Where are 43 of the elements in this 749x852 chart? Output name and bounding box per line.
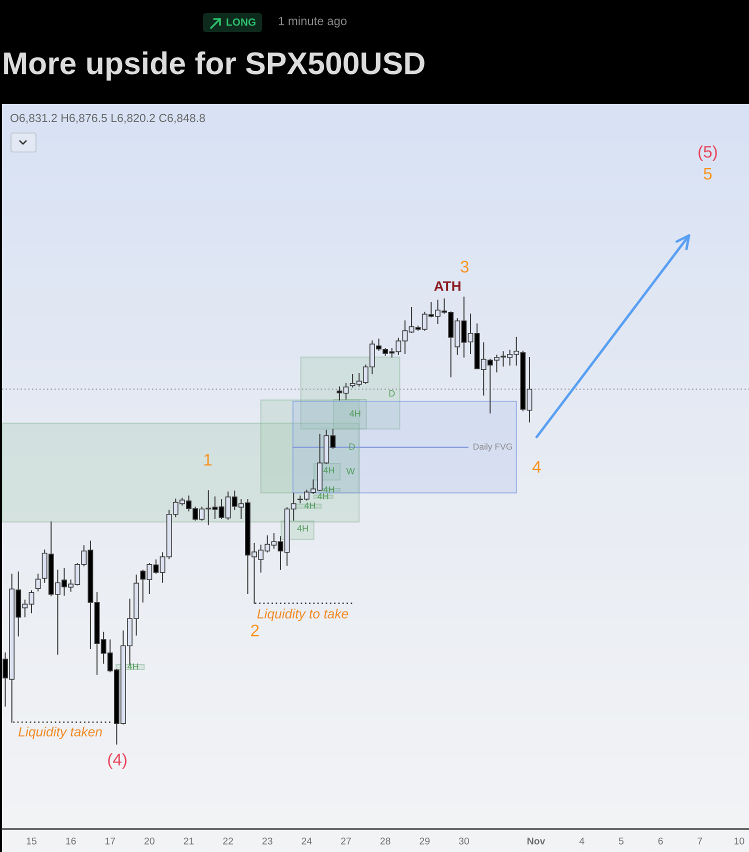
- chart-title: More upside for SPX500USD: [4, 51, 424, 81]
- x-tick-label: 27: [341, 838, 351, 844]
- text: ATH: [434, 281, 460, 291]
- x-tick-label: 23: [262, 838, 272, 844]
- annotation: 1: [204, 454, 212, 466]
- annotation: D: [389, 390, 395, 396]
- x-tick-label: 28: [380, 838, 390, 844]
- text: 5: [704, 168, 712, 180]
- x-tick-label: 15: [26, 838, 36, 844]
- text: LONG: [226, 18, 256, 26]
- x-tick-label: 20: [144, 838, 154, 844]
- text: (4): [108, 753, 126, 769]
- x-tick-label: 4: [579, 838, 584, 844]
- x-tick-label: 5: [618, 838, 624, 844]
- annotation: D: [349, 443, 355, 450]
- x-tick-label: 6: [658, 838, 663, 844]
- text: 3: [460, 260, 469, 273]
- text: O6,831.2 H6,876.5 L6,820.2 C6,848.8: [10, 114, 205, 124]
- annotation: W: [346, 468, 355, 474]
- x-tick-label: 22: [223, 838, 233, 844]
- x-tick-label: 30: [458, 838, 469, 844]
- text: 1 minute ago: [278, 16, 347, 28]
- x-tick-label: 7: [698, 838, 702, 844]
- x-tick-label: Nov: [528, 838, 546, 844]
- annotation: Daily FVG: [474, 443, 512, 452]
- annotation: 4H: [350, 410, 360, 417]
- annotation: 4: [532, 461, 541, 473]
- x-tick-label: 21: [184, 838, 194, 844]
- x-tick-label: 16: [66, 838, 76, 844]
- x-tick-label: 29: [420, 838, 430, 844]
- annotation: 4H: [318, 493, 328, 500]
- x-tick-label: 24: [302, 838, 312, 844]
- annotation: Liquidity to take: [257, 608, 348, 622]
- annotation: 4H: [323, 486, 334, 493]
- x-tick-label: 17: [105, 838, 116, 844]
- annotation: 4H: [304, 502, 316, 509]
- annotation: 4H: [127, 663, 138, 670]
- annotation: 4H: [297, 525, 308, 532]
- x-tick-label: 10: [734, 838, 744, 844]
- text: (5): [698, 146, 717, 162]
- annotation: Liquidity taken: [18, 726, 102, 740]
- annotation: 2: [251, 624, 259, 636]
- annotation: 4H: [323, 467, 334, 474]
